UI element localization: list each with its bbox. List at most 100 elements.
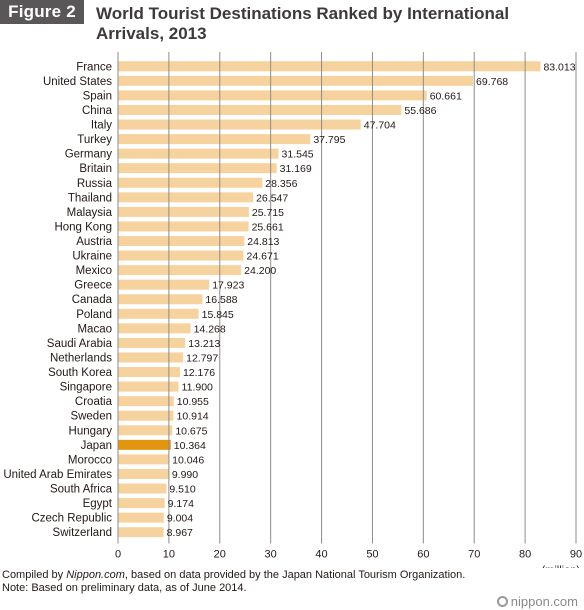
logo-text: nippon.com	[510, 594, 578, 609]
x-tick-label: 70	[468, 548, 480, 560]
bar-russia	[118, 177, 263, 188]
logo-mark-icon	[496, 596, 508, 608]
category-label: Mexico	[76, 265, 112, 277]
value-label: 69.768	[476, 76, 508, 88]
bar-hong-kong	[118, 221, 249, 232]
value-label: 13.213	[188, 338, 220, 350]
bar-macao	[118, 323, 191, 334]
category-label: South Korea	[48, 367, 113, 379]
x-tick-label: 90	[570, 548, 582, 560]
value-label: 14.268	[194, 323, 226, 335]
bar-united-arab-emirates	[118, 468, 169, 479]
source-prefix: Compiled by	[2, 569, 67, 581]
category-label: Croatia	[75, 396, 113, 408]
value-label: 16.588	[205, 294, 237, 306]
bar-south-korea	[118, 367, 180, 378]
x-tick-label: 20	[214, 548, 226, 560]
x-tick-label: 50	[366, 548, 378, 560]
category-label: Russia	[77, 178, 113, 190]
bar-south-africa	[118, 483, 167, 494]
bar-netherlands	[118, 352, 184, 363]
bar-ukraine	[118, 250, 244, 261]
bar-chart: 0 10 20 30 40 50 60 70 80 90 France 83.013 United St…	[3, 52, 582, 568]
category-label: Greece	[74, 280, 112, 292]
bar-france	[118, 61, 541, 72]
category-label: Malaysia	[67, 207, 113, 219]
category-label: China	[82, 105, 113, 117]
value-label: 15.845	[202, 309, 234, 321]
category-label: South Africa	[50, 484, 113, 496]
category-label: France	[76, 61, 112, 73]
bar-greece	[118, 279, 210, 290]
bar-poland	[118, 308, 199, 319]
value-label: 25.715	[252, 207, 284, 219]
value-label: 24.671	[247, 251, 279, 263]
bar-hungary	[118, 425, 173, 436]
bar-japan	[118, 439, 171, 450]
bar-czech-republic	[118, 512, 164, 523]
source-brand: Nippon.com	[66, 569, 125, 581]
bar-mexico	[118, 265, 242, 276]
value-label: 8.967	[167, 527, 193, 539]
value-label: 12.176	[183, 367, 215, 379]
x-tick-label: 10	[163, 548, 175, 560]
category-label: Italy	[91, 120, 112, 132]
category-label: Czech Republic	[31, 513, 112, 525]
value-label: 28.356	[265, 178, 297, 190]
value-label: 24.813	[247, 236, 279, 248]
value-label: 11.900	[182, 382, 213, 394]
category-label: Macao	[77, 323, 112, 335]
x-tick-label: 0	[115, 548, 121, 560]
bar-saudi-arabia	[118, 337, 186, 348]
value-label: 9.004	[167, 513, 193, 525]
value-label: 17.923	[212, 280, 244, 292]
value-label: 31.169	[280, 163, 312, 175]
x-axis-unit-label: (million)	[542, 564, 581, 568]
chart-footer: Compiled by Nippon.com, based on data pr…	[2, 569, 522, 595]
category-label: Hungary	[69, 425, 113, 437]
category-label: Switzerland	[53, 527, 112, 539]
category-label: Saudi Arabia	[47, 338, 113, 350]
bar-egypt	[118, 498, 165, 509]
category-label: Germany	[65, 149, 113, 161]
bar-thailand	[118, 192, 254, 203]
bar-canada	[118, 294, 203, 305]
bar-spain	[118, 90, 427, 101]
bar-morocco	[118, 454, 170, 465]
bar-switzerland	[118, 527, 164, 538]
source-note: Compiled by Nippon.com, based on data pr…	[2, 569, 522, 582]
category-label: Britain	[79, 163, 112, 175]
value-label: 10.955	[177, 396, 209, 408]
value-label: 24.200	[244, 265, 276, 277]
x-tick-label: 30	[265, 548, 277, 560]
value-label: 60.661	[430, 90, 462, 102]
category-label: United Arab Emirates	[3, 469, 112, 481]
category-label: Poland	[76, 309, 112, 321]
bar-malaysia	[118, 206, 249, 217]
category-label: Morocco	[68, 454, 112, 466]
category-label: Austria	[76, 236, 112, 248]
x-tick-label: 40	[315, 548, 327, 560]
value-label: 12.797	[186, 352, 218, 364]
value-label: 55.686	[404, 105, 436, 117]
x-tick-label: 60	[417, 548, 429, 560]
category-label: United States	[43, 76, 112, 88]
value-label: 83.013	[543, 61, 575, 73]
category-label: Ukraine	[72, 251, 112, 263]
bar-austria	[118, 236, 245, 246]
nippon-logo: nippon.com	[496, 594, 578, 609]
category-label: Singapore	[60, 382, 112, 394]
value-label: 10.364	[174, 440, 206, 452]
bar-sweden	[118, 410, 174, 421]
bar-germany	[118, 148, 279, 159]
bar-italy	[118, 119, 361, 130]
value-label: 9.510	[169, 484, 195, 496]
x-tick-label: 80	[519, 548, 531, 560]
category-label: Canada	[72, 294, 113, 306]
value-label: 25.661	[252, 221, 284, 233]
value-label: 10.046	[172, 454, 204, 466]
bar-singapore	[118, 381, 179, 392]
category-label: Egypt	[83, 498, 113, 510]
value-label: 10.675	[175, 425, 207, 437]
category-label: Turkey	[77, 134, 112, 146]
